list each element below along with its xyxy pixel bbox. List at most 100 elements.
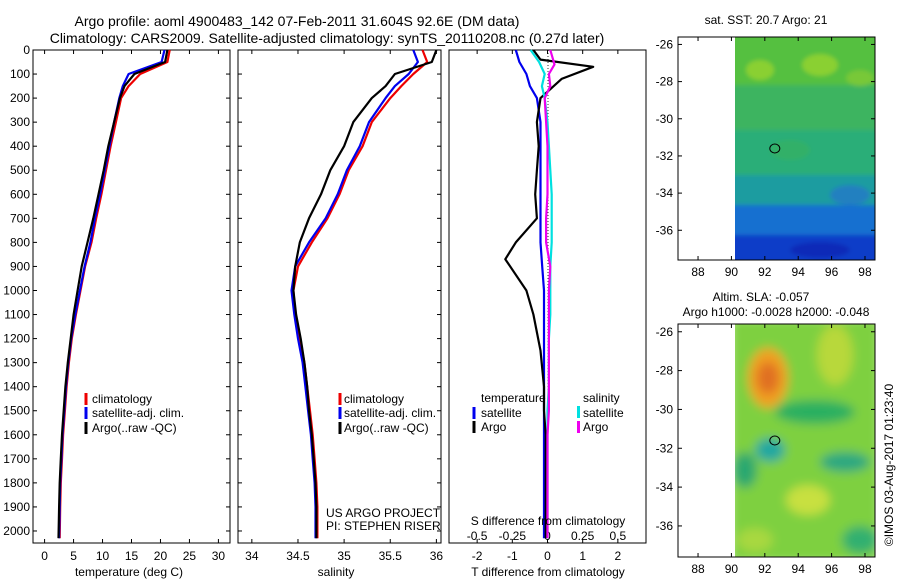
legend-t-sat-label: satellite <box>481 406 522 420</box>
x-tick-label: -1 <box>507 549 518 563</box>
s-diff-tick-label: 0.25 <box>571 529 595 543</box>
map-x-tick-label: 98 <box>858 562 872 576</box>
map-x-tick-label: 90 <box>725 265 739 279</box>
depth-tick-label: 900 <box>10 259 30 273</box>
legend-argo-label: Argo(..raw -QC) <box>92 421 177 435</box>
depth-tick-label: 1500 <box>3 404 30 418</box>
map-y-tick-label: -32 <box>656 149 674 163</box>
sla-patch <box>817 325 853 385</box>
sla-map-subtitle: Argo h1000: -0.0028 h2000: -0.048 <box>683 305 870 319</box>
sla-map-x-ticks: 88 90 92 94 96 98 <box>691 324 872 576</box>
x-tick-label: 1 <box>579 549 586 563</box>
series-line <box>514 49 546 539</box>
difference-xlabel-salinity: S difference from climatology <box>471 514 626 528</box>
depth-tick-label: 1600 <box>3 428 30 442</box>
depth-tick-label: 1900 <box>3 500 30 514</box>
sla-patch <box>757 362 779 394</box>
sst-band <box>735 205 875 235</box>
temperature-x-ticks: 0 5 10 15 20 25 30 <box>41 50 225 563</box>
depth-tick-label: 1000 <box>3 283 30 297</box>
title-line-2: Climatology: CARS2009. Satellite-adjuste… <box>50 30 605 46</box>
difference-panel: -2 -1 0 1 2 -0.5 -0.25 0 0.25 0.5 T difference f… <box>448 49 647 579</box>
map-x-tick-label: 90 <box>725 562 739 576</box>
sst-profile-marker <box>769 143 781 154</box>
legend-sat-label: satellite-adj. clim. <box>92 406 184 420</box>
sst-patch <box>830 185 870 205</box>
depth-tick-label: 1800 <box>3 476 30 490</box>
sla-patch <box>786 485 830 515</box>
sst-patch <box>790 242 850 258</box>
depth-tick-label: 700 <box>10 211 30 225</box>
legend-clim-label: climatology <box>92 392 152 406</box>
sla-map-title: Altim. SLA: -0.057 <box>713 290 810 304</box>
x-tick-label: 2 <box>615 549 622 563</box>
map-y-tick-label: -36 <box>656 223 674 237</box>
depth-tick-label: 2000 <box>3 524 30 538</box>
depth-tick-label: 1300 <box>3 356 30 370</box>
map-y-tick-label: -32 <box>656 441 674 455</box>
sla-patch <box>775 400 855 424</box>
x-tick-label: 34.5 <box>286 549 310 563</box>
x-tick-label: 10 <box>96 549 110 563</box>
x-tick-label: 0 <box>544 549 551 563</box>
s-diff-tick-label: 0.5 <box>610 529 627 543</box>
map-x-tick-label: 98 <box>858 265 872 279</box>
x-tick-label: 20 <box>154 549 168 563</box>
s-diff-tick-label: -0.5 <box>467 529 488 543</box>
legend-s-sat-label: satellite <box>583 406 624 420</box>
depth-tick-label: 300 <box>10 115 30 129</box>
difference-legend: temperature satellite Argo salinity sate… <box>472 391 624 434</box>
depth-tick-label: 0 <box>23 43 30 57</box>
map-x-tick-label: 92 <box>758 562 772 576</box>
depth-tick-label: 200 <box>10 91 30 105</box>
sst-patch <box>770 140 810 160</box>
map-x-tick-label: 92 <box>758 265 772 279</box>
legend-argo-label: Argo(..raw -QC) <box>344 421 429 435</box>
salinity-legend: climatology satellite-adj. clim. Argo(..… <box>338 392 436 435</box>
sst-map-panel: sat. SST: 20.7 Argo: 21 88 90 92 94 96 98 -26… <box>656 13 876 279</box>
legend-s-argo-label: Argo <box>583 420 609 434</box>
sla-map-box <box>677 323 876 558</box>
map-y-tick-label: -34 <box>656 480 674 494</box>
title-line-1: Argo profile: aoml 4900483_142 07-Feb-20… <box>75 13 520 29</box>
depth-tick-label: 600 <box>10 187 30 201</box>
series-line <box>504 49 595 539</box>
series-line <box>58 49 166 539</box>
temperature-lines <box>57 49 171 539</box>
depth-tick-label: 1400 <box>3 380 30 394</box>
sla-map-y-ticks: -26 -28 -30 -32 -34 -36 <box>656 325 875 533</box>
sst-patch <box>846 70 874 86</box>
sla-profile-marker <box>769 435 781 446</box>
depth-tick-label: 1200 <box>3 332 30 346</box>
map-x-tick-label: 96 <box>825 265 839 279</box>
sla-heatmap <box>735 324 875 557</box>
series-line <box>57 49 169 539</box>
map-y-tick-label: -30 <box>656 402 674 416</box>
difference-x-ticks: -2 -1 0 1 2 <box>472 50 622 563</box>
x-tick-label: 35 <box>337 549 351 563</box>
series-line <box>290 49 419 539</box>
depth-tick-label: 100 <box>10 67 30 81</box>
x-tick-label: -2 <box>472 549 483 563</box>
salinity-panel: 34 34.5 35 35.5 36 salinity climatology sate… <box>237 49 444 579</box>
credit-text: ©IMOS 03-Aug-2017 01:23:40 <box>882 384 896 547</box>
salinity-axes-box <box>237 49 442 544</box>
temperature-legend: climatology satellite-adj. clim. Argo(..… <box>84 392 184 435</box>
salinity-depth-ticks <box>238 49 441 532</box>
depth-tick-label: 1100 <box>4 308 30 322</box>
legend-clim-label: climatology <box>344 392 404 406</box>
depth-tick-label: 800 <box>10 235 30 249</box>
temperature-xlabel: temperature (deg C) <box>75 565 183 579</box>
map-x-tick-label: 94 <box>792 562 806 576</box>
x-tick-label: 36 <box>430 549 444 563</box>
depth-tick-label: 400 <box>10 139 30 153</box>
sst-map-x-ticks: 88 90 92 94 96 98 <box>691 37 872 279</box>
map-y-tick-label: -26 <box>656 37 674 51</box>
difference-lines <box>504 49 595 539</box>
x-tick-label: 35.5 <box>379 549 403 563</box>
sla-patch <box>842 526 875 554</box>
x-tick-label: 34 <box>245 549 259 563</box>
map-y-tick-label: -30 <box>656 112 674 126</box>
temperature-panel: 0100200300400500600700800900100011001200… <box>3 43 231 579</box>
